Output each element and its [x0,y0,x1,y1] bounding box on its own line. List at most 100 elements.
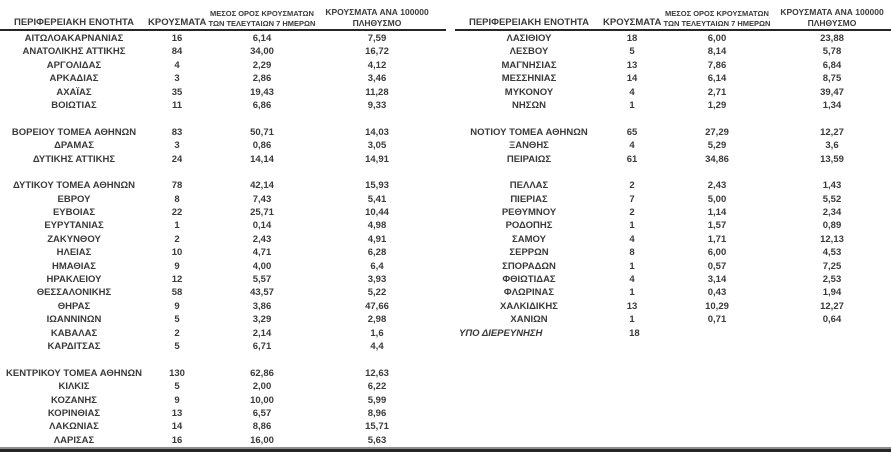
avg7-cell: 42,14 [250,180,274,192]
region-cell: ΚΑΒΑΛΑΣ [50,327,98,339]
avg7-cell: 1,57 [707,220,727,232]
per100k-cell: 6,84 [822,59,842,71]
per100k-cell: 2,53 [822,274,842,286]
bottom-rule-light-line [0,447,891,449]
avg7-cell: 6,57 [252,407,272,419]
avg7-cell: 2,00 [252,381,272,393]
avg7-cell: 6,14 [707,73,727,85]
cases-cell: 2 [174,327,180,339]
per100k-cell: 6,22 [367,381,387,393]
avg7-cell: 0,14 [252,220,272,232]
col-header-avg7: ΜΕΣΟΣ ΟΡΟΣ ΚΡΟΥΣΜΑΤΩΝ ΤΩΝ ΤΕΛΕΥΤΑΙΩΝ 7 Η… [206,9,318,29]
cases-cell: 12 [171,274,183,286]
per100k-cell: 23,88 [820,33,844,44]
avg7-cell: 8,86 [252,421,272,433]
region-cell: ΚΕΝΤΡΙΚΟΥ ΤΟΜΕΑ ΑΘΗΝΩΝ [6,367,142,379]
region-cell: ΡΟΔΟΠΗΣ [505,220,553,232]
cases-cell: 84 [171,46,183,58]
avg7-cell: 4,71 [252,247,272,259]
avg7-cell: 27,29 [705,126,729,138]
avg7-cell: 0,86 [252,140,272,152]
region-cell: ΛΑΚΩΝΙΑΣ [49,421,99,433]
table-row: ΒΟΡΕΙΟΥ ΤΟΜΕΑ ΑΘΗΝΩΝ 83 50,71 14,03 [0,126,446,139]
cases-cell: 1 [629,260,635,272]
table-row: ΗΡΑΚΛΕΙΟΥ 12 5,57 3,93 [0,273,446,286]
avg7-cell: 2,71 [707,86,727,98]
table-row: ΕΥΡΥΤΑΝΙΑΣ 1 0,14 4,98 [0,219,446,232]
group-spacer [455,166,891,179]
per100k-cell: 4,91 [367,233,387,245]
per100k-cell: 13,59 [820,153,844,165]
table-row: ΠΕΛΛΑΣ 2 2,43 1,43 [455,179,891,192]
per100k-cell: 39,47 [820,86,844,98]
cases-cell: 2 [629,180,635,192]
table-row: ΖΑΚΥΝΘΟΥ 2 2,43 4,91 [0,233,446,246]
cases-cell: 130 [169,367,185,379]
region-cell: ΘΕΣΣΑΛΟΝΙΚΗΣ [36,287,112,299]
table-row: ΝΟΤΙΟΥ ΤΟΜΕΑ ΑΘΗΝΩΝ 65 27,29 12,27 [455,126,891,139]
regional-table-right: ΠΕΡΙΦΕΡΕΙΑΚΗ ΕΝΟΤΗΤΑ ΚΡΟΥΣΜΑΤΑ ΜΕΣΟΣ ΟΡΟ… [455,0,891,340]
col-header-cases: ΚΡΟΥΣΜΑΤΑ [603,17,662,28]
per100k-cell: 47,66 [365,300,389,312]
col-header-avg7: ΜΕΣΟΣ ΟΡΟΣ ΚΡΟΥΣΜΑΤΩΝ ΤΩΝ ΤΕΛΕΥΤΑΙΩΝ 7 Η… [661,9,773,29]
col-header-region: ΠΕΡΙΦΕΡΕΙΑΚΗ ΕΝΟΤΗΤΑ [13,17,135,28]
cases-cell: 65 [626,126,638,138]
per100k-cell: 1,43 [822,180,842,192]
bottom-rule [0,447,891,452]
per100k-cell: 3,05 [367,140,387,152]
region-cell: ΛΑΣΙΘΙΟΥ [506,33,552,44]
region-cell: ΗΡΑΚΛΕΙΟΥ [46,274,102,286]
table-row: ΑΝΑΤΟΛΙΚΗΣ ΑΤΤΙΚΗΣ 84 34,00 16,72 [0,45,446,58]
avg7-cell: 4,00 [252,260,272,272]
region-cell: ΚΙΛΚΙΣ [58,381,90,393]
table-row: ΗΜΑΘΙΑΣ 9 4,00 6,4 [0,260,446,273]
per100k-cell: 5,41 [367,193,387,205]
region-cell: ΜΥΚΟΝΟΥ [504,86,554,98]
avg7-cell: 8,14 [707,46,727,58]
per100k-cell: 16,72 [365,46,389,58]
region-cell: ΑΝΑΤΟΛΙΚΗΣ ΑΤΤΙΚΗΣ [22,46,126,58]
cases-cell: 14 [171,421,183,433]
region-cell: ΑΙΤΩΛΟΑΚΑΡΝΑΝΙΑΣ [24,33,124,44]
avg7-cell: 62,86 [250,367,274,379]
per100k-cell: 1,94 [822,287,842,299]
cases-cell: 10 [171,247,183,259]
avg7-cell: 6,00 [707,33,727,44]
table-row: ΚΕΝΤΡΙΚΟΥ ΤΟΜΕΑ ΑΘΗΝΩΝ 130 62,86 12,63 [0,367,446,380]
region-cell: ΣΠΟΡΑΔΩΝ [502,260,556,272]
table-row: ΡΟΔΟΠΗΣ 1 1,57 0,89 [455,219,891,232]
cases-cell: 2 [174,233,180,245]
cases-cell: 35 [171,86,183,98]
bottom-rule-dark-line [0,449,891,452]
table-row: ΜΑΓΝΗΣΙΑΣ 13 7,86 6,84 [455,59,891,72]
cases-cell: 16 [171,434,183,446]
avg7-cell [663,327,774,340]
cases-cell: 22 [171,207,183,219]
avg7-cell: 1,29 [707,99,727,111]
cases-cell: 18 [629,327,640,339]
avg7-cell: 3,86 [252,300,272,312]
cases-cell: 4 [629,274,635,286]
per100k-cell: 5,63 [367,434,387,446]
table-row: ΛΑΚΩΝΙΑΣ 14 8,86 15,71 [0,420,446,433]
per100k-cell: 6,4 [370,260,384,272]
cases-cell: 8 [629,247,635,259]
avg7-cell: 3,14 [707,274,727,286]
table-row: ΣΑΜΟΥ 4 1,71 12,13 [455,233,891,246]
cases-cell: 14 [626,73,638,85]
cases-cell: 5 [174,381,180,393]
table-row: ΥΠΟ ΔΙΕΡΕΥΝΗΣΗ 18 [455,327,891,340]
table-row: ΙΩΑΝΝΙΝΩΝ 5 3,29 2,98 [0,313,446,326]
group-spacer [455,112,891,125]
region-cell: ΡΕΘΥΜΝΟΥ [501,207,557,219]
per100k-cell: 8,75 [822,73,842,85]
avg7-cell: 7,43 [252,193,272,205]
region-cell: ΧΑΝΙΩΝ [510,314,548,326]
table-row: ΕΥΒΟΙΑΣ 22 25,71 10,44 [0,206,446,219]
region-cell: ΛΕΣΒΟΥ [509,46,549,58]
region-cell: ΑΡΚΑΔΙΑΣ [49,73,99,85]
cases-cell: 8 [174,193,180,205]
cases-cell: 9 [174,394,180,406]
avg7-cell: 34,86 [705,153,729,165]
